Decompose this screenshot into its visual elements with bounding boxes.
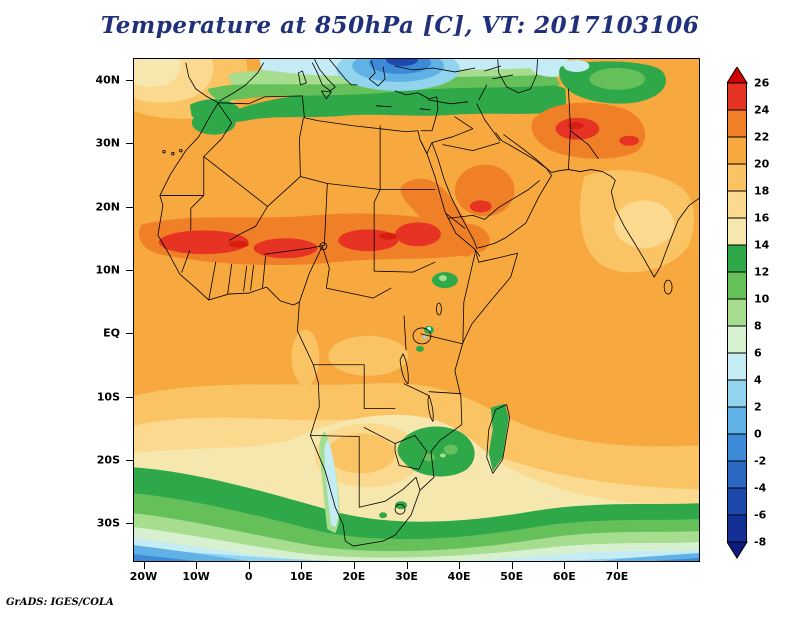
y-tick-mark: [126, 143, 133, 145]
y-tick-mark: [126, 333, 133, 335]
colorbar-box: [727, 136, 747, 165]
lakes: [319, 242, 442, 422]
colorbar-box: [727, 109, 747, 138]
x-tick-label: 30E: [395, 570, 418, 583]
colorbar-label: 16: [754, 211, 770, 225]
x-tick-mark: [353, 562, 355, 569]
colorbar-label: 24: [754, 103, 770, 117]
y-tick-mark: [126, 523, 133, 525]
y-tick-label: 10N: [95, 263, 120, 277]
x-tick-mark: [301, 562, 303, 569]
colorbar-label: -6: [754, 508, 767, 522]
colorbar-label: 8: [754, 319, 762, 333]
y-tick-mark: [126, 80, 133, 81]
colorbar-box: [727, 352, 747, 381]
colorbar-box: [727, 406, 747, 435]
x-tick-label: 20W: [129, 570, 158, 583]
colorbar-label: 20: [754, 157, 770, 171]
colorbar-label: -2: [754, 454, 767, 468]
y-tick-label: EQ: [103, 326, 120, 340]
country-borders: [159, 65, 599, 515]
x-tick-label: 10W: [182, 570, 210, 583]
y-tick-label: 40N: [95, 73, 120, 87]
colorbar-scale: [726, 66, 748, 559]
colorbar-box: [727, 190, 747, 219]
x-tick-label: 40E: [447, 570, 471, 583]
colorbar-box: [727, 379, 747, 408]
colorbar-label: 18: [754, 184, 770, 198]
y-tick-mark: [126, 459, 133, 461]
colorbar-label: 2: [754, 400, 762, 414]
x-tick-mark: [616, 562, 618, 569]
colorbar: 26 24 22 20 18 16 14 12 10 8 6 4 2 0 -2 -4 -6 -8: [726, 66, 797, 562]
x-tick-mark: [196, 562, 198, 569]
x-tick-mark: [459, 562, 461, 569]
y-tick-label: 20S: [96, 453, 120, 467]
x-tick-mark: [248, 562, 250, 569]
colorbar-label: 22: [754, 130, 770, 144]
colorbar-box: [727, 325, 747, 354]
y-axis-tick-marks: [126, 58, 133, 562]
coastlines: [157, 59, 699, 547]
x-tick-label: 0: [244, 570, 253, 583]
x-tick-mark: [564, 562, 566, 569]
x-axis-tick-marks: [133, 562, 700, 569]
x-tick-mark: [406, 562, 408, 569]
colorbar-label: 0: [754, 427, 762, 441]
y-axis-labels: 40N 30N 20N 10N EQ 10S 20S 30S: [86, 58, 126, 562]
x-axis-labels: 20W 10W 0 10E 20E 30E 40E 50E 60E 70E: [129, 570, 700, 586]
colorbar-label: 6: [754, 346, 762, 360]
colorbar-box: [727, 433, 747, 462]
colorbar-label: 4: [754, 373, 762, 387]
x-tick-mark: [511, 562, 513, 569]
colorbar-box: [727, 163, 747, 192]
credit-stamp: GrADS: IGES/COLA: [6, 597, 114, 608]
temperature-field: [134, 59, 699, 561]
colorbar-box: [727, 244, 747, 273]
x-tick-label: 50E: [500, 570, 524, 583]
colorbar-label: 26: [754, 76, 770, 90]
map-frame: [133, 58, 700, 562]
colorbar-label: 12: [754, 265, 770, 279]
y-tick-mark: [126, 396, 133, 398]
colorbar-box: [727, 271, 747, 300]
y-tick-mark: [126, 206, 133, 208]
y-tick-label: 20N: [95, 200, 120, 214]
x-tick-label: 60E: [552, 570, 576, 583]
y-tick-mark: [126, 269, 133, 271]
colorbar-box: [727, 460, 747, 489]
colorbar-label: 14: [754, 238, 770, 252]
colorbar-box: [727, 217, 747, 246]
x-tick-label: 70E: [605, 570, 629, 583]
colorbar-arrow-bottom: [726, 541, 748, 559]
y-tick-label: 30S: [96, 516, 120, 530]
x-tick-label: 10E: [289, 570, 313, 583]
x-tick-mark: [143, 562, 145, 569]
y-tick-label: 30N: [95, 136, 120, 150]
colorbar-label: -8: [754, 535, 767, 549]
colorbar-box: [727, 514, 747, 543]
colorbar-box: [727, 298, 747, 327]
colorbar-arrow-top: [726, 66, 748, 84]
plot-title: Temperature at 850hPa [C], VT: 201710310…: [100, 12, 700, 39]
temperature-map-svg: [134, 59, 699, 561]
y-tick-label: 10S: [96, 390, 120, 403]
colorbar-box: [727, 487, 747, 516]
x-tick-label: 20E: [342, 570, 366, 583]
colorbar-box: [727, 82, 747, 111]
colorbar-label: -4: [754, 481, 767, 495]
colorbar-label: 10: [754, 292, 770, 306]
